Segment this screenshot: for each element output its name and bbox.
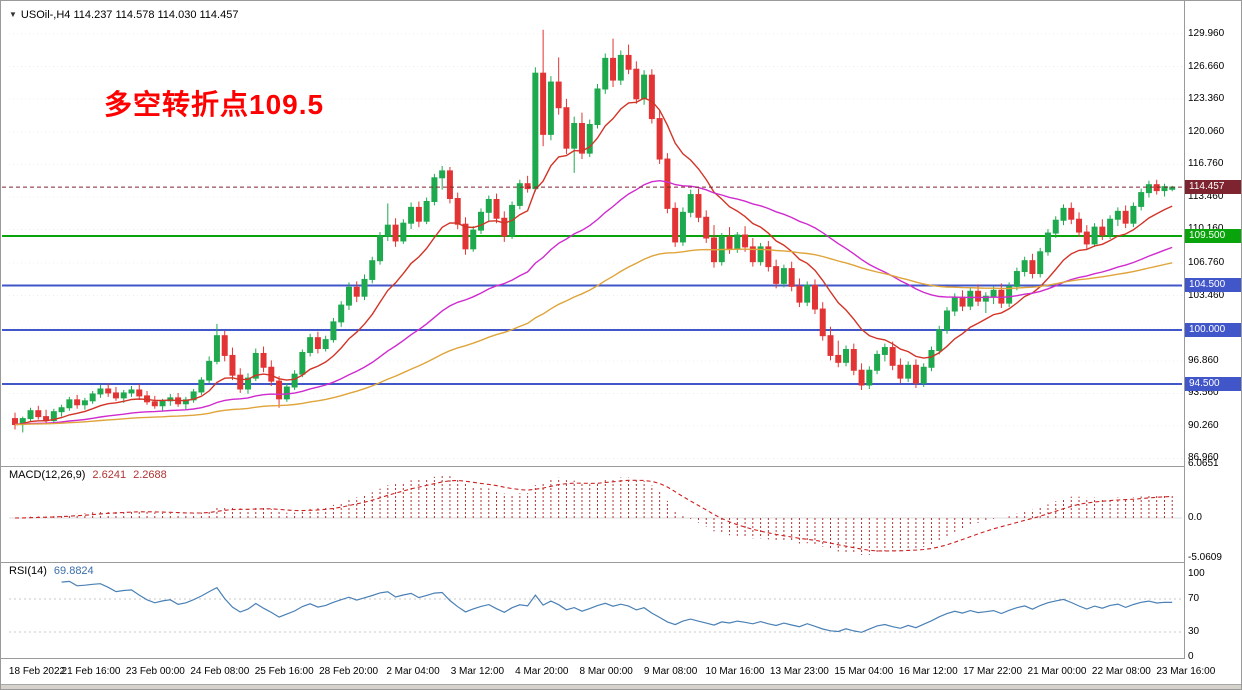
macd-indicator-label: MACD(12,26,9) 2.6241 2.2688 bbox=[9, 469, 167, 481]
time-axis-label: 8 Mar 00:00 bbox=[579, 666, 633, 677]
time-axis-label: 18 Feb 2022 bbox=[8, 666, 66, 677]
price-axis-tick: 123.360 bbox=[1188, 93, 1225, 105]
time-axis-label: 28 Feb 20:00 bbox=[319, 666, 379, 677]
symbol-ohlc-text: USOil-,H4 114.237 114.578 114.030 114.45… bbox=[20, 9, 239, 21]
macd-signal-value: 2.2688 bbox=[133, 469, 167, 481]
rsi-value: 69.8824 bbox=[53, 565, 94, 577]
rsi-name: RSI(14) bbox=[9, 565, 47, 577]
time-axis-label: 4 Mar 20:00 bbox=[515, 666, 569, 677]
time-axis-label: 10 Mar 16:00 bbox=[705, 666, 765, 677]
hline-price-badge[interactable]: 94.500 bbox=[1185, 377, 1241, 392]
rsi-axis-tick: 70 bbox=[1188, 592, 1200, 604]
price-axis-tick: 86.960 bbox=[1188, 452, 1219, 464]
time-axis-label: 13 Mar 23:00 bbox=[769, 666, 829, 677]
horizontal-scrollbar[interactable] bbox=[1, 684, 1241, 689]
price-axis-tick: 129.960 bbox=[1188, 28, 1225, 40]
time-axis-label: 22 Mar 08:00 bbox=[1091, 666, 1151, 677]
price-scale[interactable]: 129.960 126.660 123.360 120.060 116.760 113.4… bbox=[1185, 1, 1241, 662]
rsi-axis-tick: 100 bbox=[1188, 568, 1205, 579]
time-axis-label: 15 Mar 04:00 bbox=[834, 666, 894, 677]
time-axis-label: 16 Mar 12:00 bbox=[898, 666, 958, 677]
hline-price-badge[interactable]: 104.500 bbox=[1185, 278, 1241, 293]
hline-price-badge[interactable]: 100.000 bbox=[1185, 322, 1241, 337]
price-axis-tick: 113.460 bbox=[1188, 190, 1224, 202]
price-axis-tick: 116.760 bbox=[1188, 158, 1224, 170]
time-axis-label: 9 Mar 08:00 bbox=[643, 666, 698, 677]
price-axis-tick: 96.860 bbox=[1188, 354, 1219, 366]
price-axis-tick: 120.060 bbox=[1188, 125, 1225, 137]
time-axis-label: 3 Mar 12:00 bbox=[450, 666, 505, 677]
symbol-ohlc-label: ▼ USOil-,H4 114.237 114.578 114.030 114.4… bbox=[9, 9, 238, 21]
hline-price-badge[interactable]: 109.500 bbox=[1185, 229, 1241, 243]
rsi-axis-tick: 30 bbox=[1188, 626, 1200, 638]
time-axis-label: 23 Mar 16:00 bbox=[1156, 666, 1216, 677]
time-axis-label: 17 Mar 22:00 bbox=[963, 666, 1023, 677]
macd-axis-tick: 6.0651 bbox=[1188, 458, 1219, 470]
macd-axis-tick: 0.0 bbox=[1188, 512, 1202, 523]
price-axis-tick: 126.660 bbox=[1188, 60, 1225, 72]
price-axis-tick: 93.560 bbox=[1188, 387, 1219, 399]
time-axis-label: 23 Feb 00:00 bbox=[125, 666, 185, 677]
time-axis-label: 2 Mar 04:00 bbox=[386, 666, 440, 677]
current-price-badge: 114.457 bbox=[1185, 180, 1241, 195]
time-axis-label: 21 Mar 00:00 bbox=[1027, 666, 1087, 677]
price-axis-tick: 110.160 bbox=[1188, 223, 1223, 235]
price-axis-tick: 106.760 bbox=[1188, 257, 1225, 269]
macd-main-value: 2.6241 bbox=[92, 469, 127, 481]
time-axis-label: 24 Feb 08:00 bbox=[190, 666, 250, 677]
rsi-indicator-label: RSI(14) 69.8824 bbox=[9, 565, 94, 577]
macd-axis-tick: -5.0609 bbox=[1188, 552, 1222, 564]
time-scale[interactable]: 18 Feb 2022 21 Feb 16:00 23 Feb 00:00 24 Fe… bbox=[1, 659, 1241, 684]
price-axis-tick: 103.460 bbox=[1188, 289, 1225, 301]
turning-point-annotation[interactable]: 多空转折点109.5 bbox=[104, 89, 325, 120]
time-axis-label: 21 Feb 16:00 bbox=[61, 666, 121, 677]
price-axis-tick: 90.260 bbox=[1188, 419, 1219, 431]
rsi-axis-tick: 0 bbox=[1188, 651, 1194, 662]
time-axis-label: 25 Feb 16:00 bbox=[254, 666, 314, 677]
macd-name: MACD(12,26,9) bbox=[9, 469, 86, 481]
chart-marker-icon: ▼ bbox=[9, 10, 17, 19]
